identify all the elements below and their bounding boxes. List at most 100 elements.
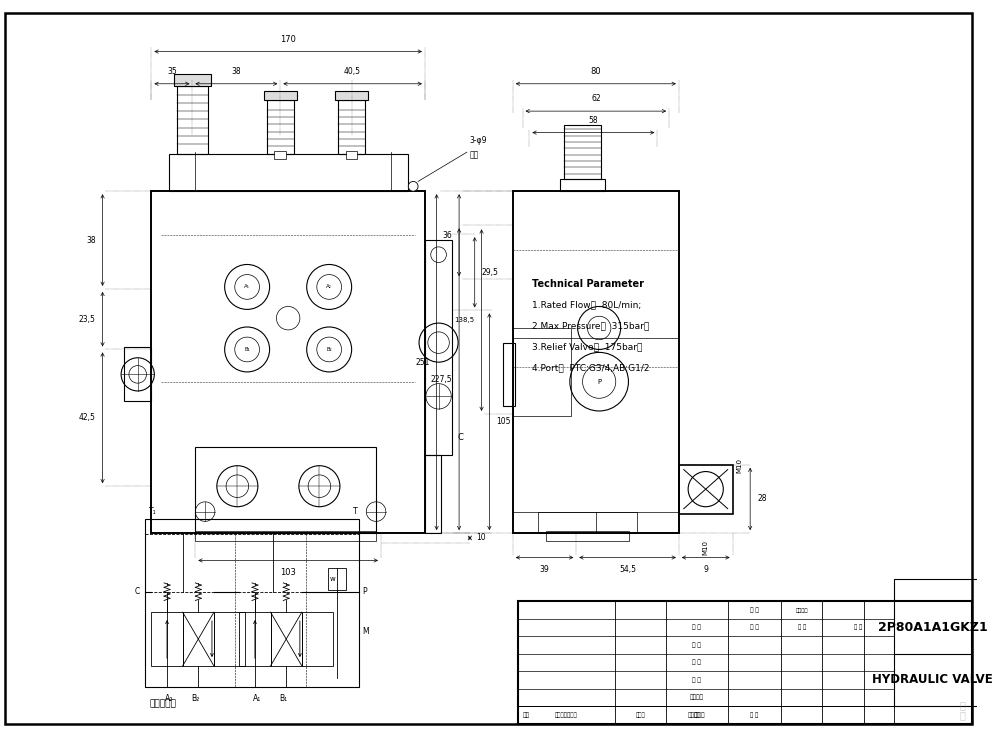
- Bar: [894, 579, 1000, 706]
- Text: 170: 170: [280, 35, 296, 43]
- Text: 29,5: 29,5: [482, 268, 498, 277]
- Bar: [335, 91, 368, 100]
- Text: 描 图: 描 图: [692, 660, 701, 666]
- Text: 23,5: 23,5: [79, 315, 96, 324]
- Text: 105: 105: [496, 417, 511, 426]
- Text: 103: 103: [280, 568, 296, 577]
- Bar: [513, 191, 679, 533]
- Text: 138,5: 138,5: [455, 317, 475, 323]
- Bar: [195, 447, 376, 533]
- Text: Technical Parameter: Technical Parameter: [532, 279, 644, 289]
- Text: B₁: B₁: [279, 694, 287, 703]
- Text: 39: 39: [540, 565, 549, 574]
- Text: 工艺检查: 工艺检查: [690, 694, 704, 700]
- Bar: [302, 612, 333, 666]
- Bar: [177, 85, 208, 154]
- Text: 更改内容或依据: 更改内容或依据: [555, 712, 578, 718]
- Bar: [546, 531, 629, 541]
- Bar: [145, 520, 359, 688]
- Text: 38: 38: [232, 67, 241, 76]
- Text: 40,5: 40,5: [344, 67, 361, 76]
- Bar: [564, 125, 601, 180]
- Text: B₂: B₂: [191, 694, 199, 703]
- Text: 校 对: 校 对: [692, 677, 701, 682]
- Bar: [425, 455, 441, 533]
- Text: 3-φ9: 3-φ9: [470, 136, 487, 145]
- Text: 10: 10: [477, 534, 486, 542]
- Text: 比 例: 比 例: [854, 625, 862, 630]
- Text: 251: 251: [415, 357, 430, 366]
- Bar: [503, 343, 515, 406]
- Bar: [195, 531, 376, 541]
- Text: 液压原理图: 液压原理图: [149, 699, 176, 708]
- Text: 制 图: 制 图: [750, 625, 759, 630]
- Text: 3.Relief Valve：  175bar；: 3.Relief Valve： 175bar；: [532, 342, 643, 351]
- Text: 通孔: 通孔: [470, 150, 479, 159]
- Text: M10: M10: [736, 458, 742, 472]
- Bar: [174, 74, 211, 85]
- Bar: [274, 151, 286, 159]
- Text: 42,5: 42,5: [79, 413, 96, 422]
- Text: 设 计: 设 计: [750, 607, 759, 613]
- Text: 9: 9: [703, 565, 708, 574]
- Bar: [338, 100, 365, 154]
- Text: A₂: A₂: [326, 284, 332, 290]
- Text: 设 计: 设 计: [692, 625, 701, 630]
- Text: 2P80A1A1GKZ1: 2P80A1A1GKZ1: [878, 621, 988, 634]
- Bar: [513, 191, 679, 533]
- Text: C: C: [134, 587, 140, 596]
- Bar: [124, 348, 151, 401]
- Bar: [346, 151, 357, 159]
- Text: B₁: B₁: [244, 347, 250, 352]
- Bar: [214, 612, 245, 666]
- Text: A₁: A₁: [244, 284, 250, 290]
- Bar: [239, 612, 271, 666]
- Text: 更改人: 更改人: [636, 712, 646, 718]
- Text: 标准化检查: 标准化检查: [688, 712, 706, 718]
- Bar: [151, 191, 425, 533]
- Text: 审 核: 审 核: [750, 712, 759, 718]
- Bar: [169, 154, 408, 191]
- Text: T₁: T₁: [148, 506, 156, 515]
- Text: 日期: 日期: [694, 712, 700, 718]
- Bar: [425, 240, 452, 455]
- Text: w: w: [330, 576, 336, 582]
- Text: 4.Port：  PTC:G3/4,AB:G1/2: 4.Port： PTC:G3/4,AB:G1/2: [532, 363, 650, 372]
- Text: M: M: [362, 627, 369, 637]
- Bar: [183, 612, 214, 666]
- Bar: [513, 328, 571, 416]
- Text: 2.Max Pressure：  315bar，: 2.Max Pressure： 315bar，: [532, 321, 650, 330]
- Text: 36: 36: [442, 231, 452, 240]
- Bar: [271, 612, 302, 666]
- Bar: [267, 100, 294, 154]
- Text: M10: M10: [703, 540, 709, 555]
- Text: 制 图: 制 图: [692, 642, 701, 648]
- Text: 标记: 标记: [523, 712, 530, 718]
- Text: P: P: [362, 587, 367, 596]
- Text: 80: 80: [591, 67, 601, 76]
- Bar: [560, 180, 605, 191]
- Bar: [679, 465, 733, 514]
- Bar: [518, 601, 972, 724]
- Bar: [264, 91, 297, 100]
- Text: 62: 62: [591, 94, 601, 103]
- Text: T: T: [353, 506, 357, 515]
- Bar: [328, 568, 346, 590]
- Bar: [538, 511, 637, 533]
- Text: 28: 28: [757, 495, 767, 503]
- Text: 54,5: 54,5: [619, 565, 636, 574]
- Text: 58: 58: [589, 116, 598, 125]
- Text: P: P: [597, 379, 601, 385]
- Text: A₁: A₁: [253, 694, 261, 703]
- Text: 1.Rated Flow：  80L/min;: 1.Rated Flow： 80L/min;: [532, 300, 642, 309]
- Text: B₂: B₂: [326, 347, 332, 352]
- Circle shape: [408, 181, 418, 191]
- Text: HYDRAULIC VALVE: HYDRAULIC VALVE: [872, 674, 993, 686]
- Text: 激
淡: 激 淡: [959, 700, 965, 721]
- Bar: [151, 191, 425, 533]
- Text: 35: 35: [167, 67, 177, 76]
- Text: 重 量: 重 量: [798, 625, 806, 630]
- Text: A₂: A₂: [165, 694, 173, 703]
- Text: 227,5: 227,5: [431, 374, 452, 384]
- Bar: [151, 612, 183, 666]
